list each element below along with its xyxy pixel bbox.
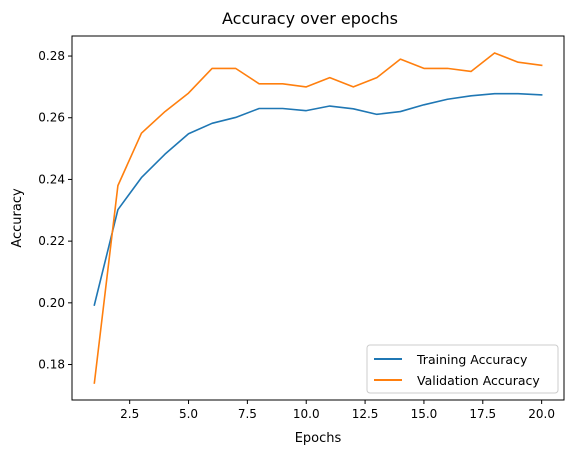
- x-tick-label: 2.5: [120, 407, 139, 421]
- legend-box: [366, 344, 559, 394]
- validation-accuracy-line: [93, 52, 543, 384]
- training-accuracy-line: [93, 92, 543, 306]
- y-tick-label: 0.28: [38, 49, 65, 63]
- y-axis: 0.18 0.20 0.22 0.24 0.26 0.28: [38, 49, 72, 372]
- x-axis: 2.5 5.0 7.5 10.0 12.5 15.0 17.5 20.0: [120, 400, 555, 421]
- y-tick-label: 0.18: [38, 358, 65, 372]
- x-tick-label: 15.0: [411, 407, 438, 421]
- x-tick-label: 5.0: [179, 407, 198, 421]
- y-axis-label: Accuracy: [10, 188, 25, 248]
- legend-label-validation: Validation Accuracy: [417, 373, 540, 388]
- x-tick-label: 7.5: [238, 407, 257, 421]
- y-tick-label: 0.22: [38, 234, 65, 248]
- plot-area: [93, 52, 543, 384]
- legend-label-training: Training Accuracy: [416, 352, 528, 367]
- x-tick-label: 10.0: [293, 407, 320, 421]
- legend: Training Accuracy Validation Accuracy: [366, 344, 559, 394]
- y-tick-label: 0.26: [38, 111, 65, 125]
- x-tick-label: 17.5: [469, 407, 496, 421]
- y-tick-label: 0.24: [38, 172, 65, 186]
- chart-title: Accuracy over epochs: [222, 9, 398, 28]
- x-axis-label: Epochs: [295, 431, 342, 446]
- y-tick-label: 0.20: [38, 296, 65, 310]
- plot-frame: [71, 35, 565, 401]
- x-tick-label: 20.0: [528, 407, 555, 421]
- x-tick-label: 12.5: [352, 407, 379, 421]
